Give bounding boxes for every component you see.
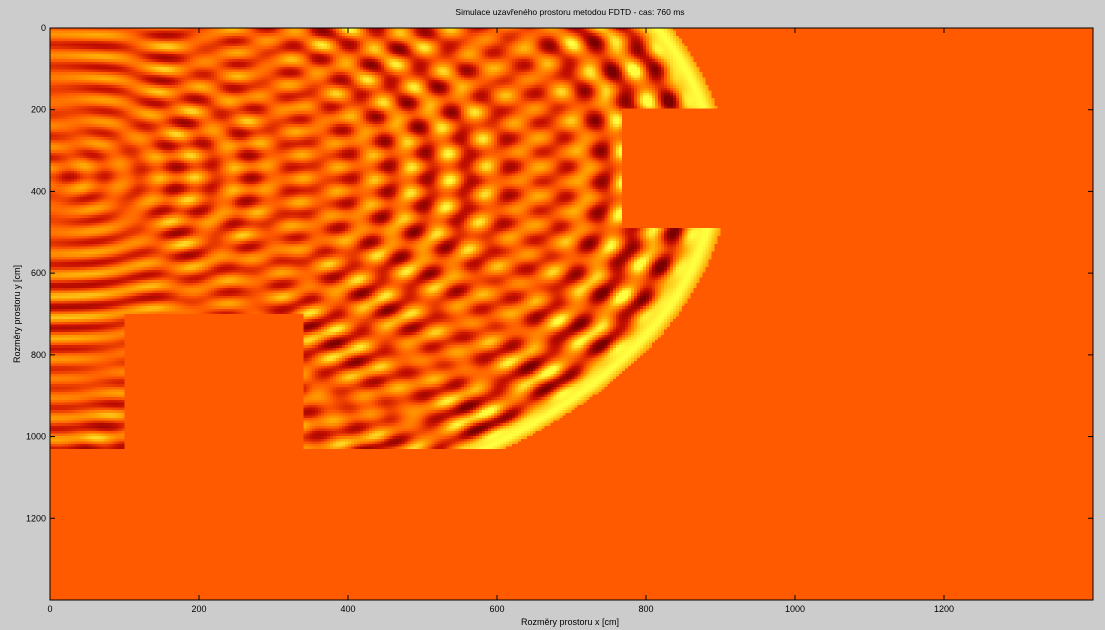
y-axis-label: Rozměry prostoru y [cm]: [12, 265, 22, 363]
x-tick-label: 200: [191, 604, 206, 614]
y-tick-label: 1200: [26, 513, 46, 523]
heatmap-image: [50, 28, 1093, 600]
chart-title: Simulace uzavřeného prostoru metodou FDT…: [455, 7, 684, 17]
y-tick-label: 200: [31, 105, 46, 115]
plot-frame: [49, 27, 1094, 601]
y-tick-label: 1000: [26, 432, 46, 442]
y-tick-label: 800: [31, 350, 46, 360]
x-tick-label: 0: [47, 604, 52, 614]
x-axis: 0 200 400 600 800 1000 1200: [47, 28, 954, 614]
x-axis-label: Rozměry prostoru x [cm]: [521, 617, 619, 627]
x-tick-label: 1000: [785, 604, 805, 614]
x-tick-label: 800: [638, 604, 653, 614]
y-axis: 0 200 400 600 800 1000 1200: [26, 23, 1093, 523]
y-tick-label: 0: [41, 23, 46, 33]
y-tick-label: 600: [31, 268, 46, 278]
plot-area: [49, 27, 1094, 601]
x-tick-label: 1200: [934, 604, 954, 614]
x-tick-label: 600: [489, 604, 504, 614]
x-tick-label: 400: [340, 604, 355, 614]
y-tick-label: 400: [31, 186, 46, 196]
